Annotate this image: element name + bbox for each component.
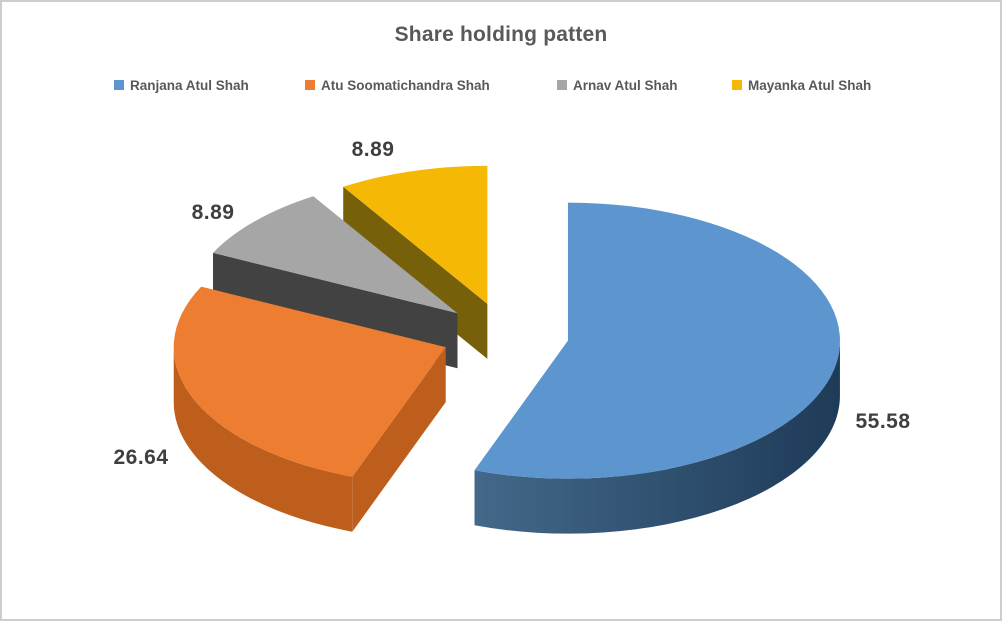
data-label-ranjana-atul-shah: 55.58 [855, 410, 911, 433]
pie-slice-ranjana-atul-shah[interactable] [474, 202, 840, 534]
legend-label: Ranjana Atul Shah [130, 77, 249, 93]
pie-slice-face [213, 196, 458, 314]
legend-item-arnav-atul-shah[interactable]: Arnav Atul Shah [557, 77, 678, 93]
legend-swatch-icon [114, 80, 124, 90]
pie-slice-atu-soomatichandra-shah[interactable] [173, 286, 446, 532]
data-label-atu-soomatichandra-shah: 26.64 [113, 446, 169, 469]
pie-slice-face [474, 340, 840, 534]
pie-slice-face [173, 286, 446, 477]
legend-label: Atu Soomatichandra Shah [321, 77, 490, 93]
legend-swatch-icon [557, 80, 567, 90]
legend-item-ranjana-atul-shah[interactable]: Ranjana Atul Shah [114, 77, 249, 93]
legend-item-atu-soomatichandra-shah[interactable]: Atu Soomatichandra Shah [305, 77, 490, 93]
data-label-arnav-atul-shah: 8.89 [191, 201, 235, 224]
legend-label: Arnav Atul Shah [573, 77, 678, 93]
legend-swatch-icon [305, 80, 315, 90]
pie-slice-face [474, 202, 840, 479]
legend-label: Mayanka Atul Shah [748, 77, 872, 93]
chart-title: Share holding patten [394, 23, 608, 46]
legend-swatch-icon [732, 80, 742, 90]
pie-slice-face [343, 165, 488, 304]
data-label-mayanka-atul-shah: 8.89 [351, 138, 395, 161]
legend-item-mayanka-atul-shah[interactable]: Mayanka Atul Shah [732, 77, 871, 93]
pie-slice-face [352, 347, 446, 532]
pie-slice-face [173, 347, 353, 532]
